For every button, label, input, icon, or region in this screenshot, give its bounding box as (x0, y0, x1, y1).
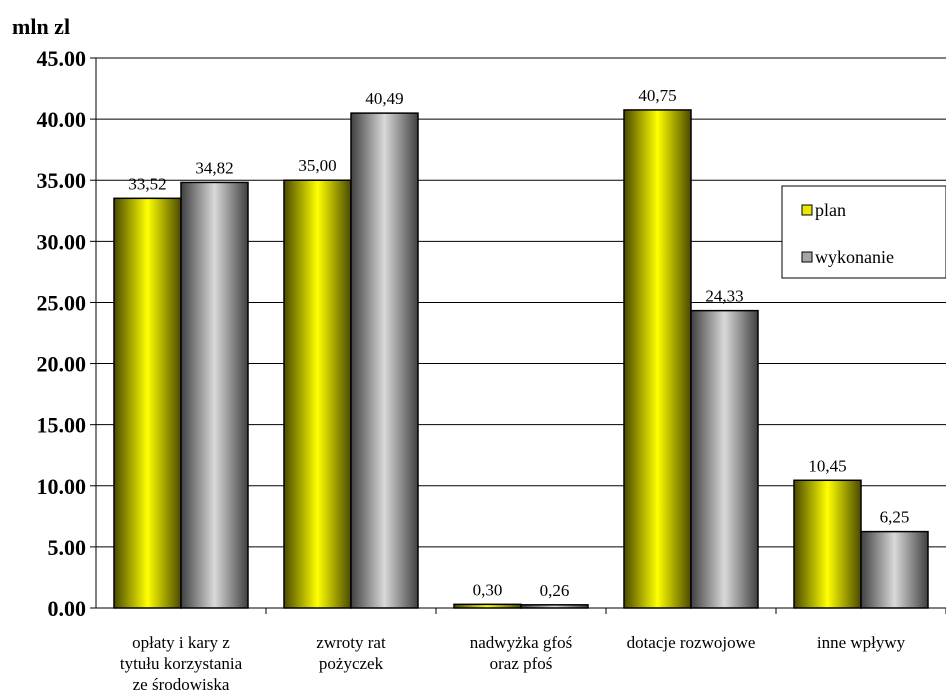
category-label-4: inne wpływy (776, 632, 946, 653)
bar-wykonanie-3 (690, 309, 759, 609)
category-label-3: dotacje rozwojowe (606, 632, 776, 653)
y-tick-label: 25.00 (37, 290, 87, 315)
legend-swatch-wykonanie (801, 251, 813, 263)
y-tick-label: 0.00 (48, 596, 87, 621)
legend: plan wykonanie (781, 185, 946, 279)
category-label-0: opłaty i kary z tytułu korzystania ze środ… (96, 632, 266, 695)
data-label-plan-4: 10,45 (808, 456, 846, 475)
y-tick-label: 15.00 (37, 413, 87, 438)
data-label-wykonanie-3: 24,33 (705, 287, 743, 306)
category-label-2: nadwyżka gfoś oraz pfoś (436, 632, 606, 674)
y-tick-label: 5.00 (48, 535, 87, 560)
data-label-wykonanie-1: 40,49 (365, 89, 403, 108)
bar-plan-4 (793, 479, 862, 609)
y-tick-label: 45.00 (37, 46, 87, 71)
bar-wykonanie-0 (180, 181, 249, 609)
data-label-wykonanie-4: 6,25 (880, 508, 910, 527)
legend-label-plan: plan (815, 200, 846, 220)
legend-swatch-plan (801, 204, 813, 216)
bar-wykonanie-1 (350, 112, 419, 609)
category-label-line: ze środowiska (132, 675, 230, 694)
category-label-line: dotacje rozwojowe (626, 633, 756, 652)
bar-plan-0 (113, 197, 182, 609)
y-tick-label: 10.00 (37, 474, 87, 499)
data-label-plan-0: 33,52 (128, 174, 166, 193)
bar-plan-1 (283, 179, 352, 609)
data-label-plan-1: 35,00 (298, 156, 336, 175)
category-label-line: pożyczek (318, 654, 384, 673)
unit-label: mln zl (12, 14, 70, 39)
data-label-wykonanie-0: 34,82 (195, 158, 233, 177)
y-tick-label: 35.00 (37, 168, 87, 193)
category-label-line: inne wpływy (816, 633, 906, 652)
y-tick-label: 40.00 (37, 107, 87, 132)
category-label-1: zwroty rat pożyczek (266, 632, 436, 674)
bar-plan-3 (623, 109, 692, 609)
y-tick-label: 20.00 (37, 352, 87, 377)
bar-wykonanie-4 (860, 530, 929, 609)
bars (113, 109, 946, 614)
category-label-line: nadwyżka gfoś (469, 633, 573, 652)
y-tick-label: 30.00 (37, 229, 87, 254)
data-label-wykonanie-2: 0,26 (540, 581, 570, 600)
data-labels: 33,52 34,82 35,00 40,49 0,30 0,26 40,75 24,33 10… (128, 86, 909, 600)
data-label-plan-2: 0,30 (473, 580, 503, 599)
y-axis-ticks: 0.00 5.00 10.00 15.00 20.00 25.00 30.00 35.00 40… (37, 46, 96, 621)
category-label-line: opłaty i kary z (132, 633, 230, 652)
category-label-line: oraz pfoś (489, 654, 553, 673)
category-label-line: tytułu korzystania (119, 654, 243, 673)
legend-box (781, 185, 946, 279)
data-label-plan-3: 40,75 (638, 86, 676, 105)
category-label-line: zwroty rat (316, 633, 386, 652)
legend-label-wykonanie: wykonanie (815, 247, 894, 267)
bar-plan-2 (453, 603, 522, 609)
